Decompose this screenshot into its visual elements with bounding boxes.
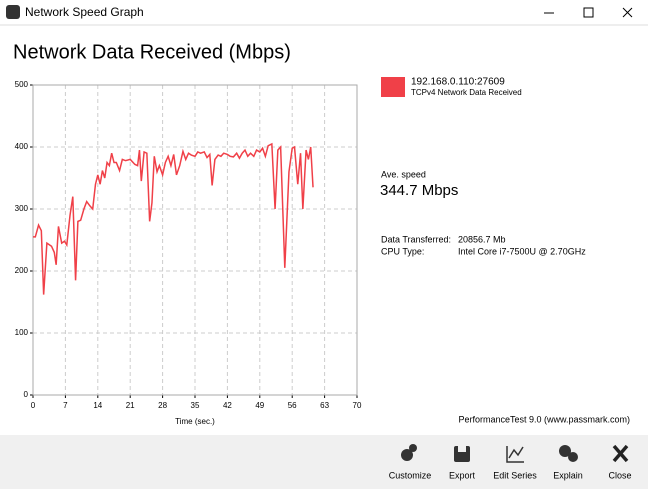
stat-value: Intel Core i7-7500U @ 2.70GHz — [458, 246, 586, 256]
y-tick-label: 400 — [15, 142, 29, 151]
x-tick-label: 35 — [191, 401, 200, 410]
y-tick-label: 0 — [24, 390, 29, 399]
close-window-button[interactable] — [622, 7, 633, 18]
avg-value: 344.7 Mbps — [380, 182, 458, 199]
x-tick-label: 49 — [255, 401, 264, 410]
x-axis-label: Time (sec.) — [175, 417, 215, 426]
avg-label: Ave. speed — [381, 169, 426, 179]
chart-title: Network Data Received (Mbps) — [13, 41, 291, 63]
legend-name: 192.168.0.110:27609 — [411, 77, 505, 88]
toolbar-button[interactable]: Explain — [553, 470, 583, 480]
x-tick-label: 56 — [288, 401, 297, 410]
x-tick-label: 42 — [223, 401, 232, 410]
x-tick-label: 14 — [93, 401, 102, 410]
x-tick-label: 63 — [320, 401, 329, 410]
y-tick-label: 500 — [15, 80, 29, 89]
legend-swatch — [381, 77, 405, 97]
explain-icon — [559, 445, 578, 462]
y-tick-label: 300 — [15, 204, 29, 213]
y-tick-label: 100 — [15, 328, 29, 337]
app-icon — [6, 5, 20, 19]
close-icon — [612, 444, 629, 463]
toolbar-button[interactable]: Customize — [389, 470, 432, 480]
edit-series-icon — [506, 446, 524, 463]
stat-value: 20856.7 Mb — [458, 234, 506, 244]
x-tick-label: 7 — [63, 401, 68, 410]
stat-label: CPU Type: — [381, 246, 424, 256]
y-tick-label: 200 — [15, 266, 29, 275]
x-tick-label: 0 — [31, 401, 36, 410]
data-line — [33, 142, 314, 295]
plot: 0 100 200 300 400 500 0 7 14 21 28 35 42 49 56 63 70 Time… — [15, 80, 362, 426]
legend-description: TCPv4 Network Data Received — [411, 88, 522, 97]
title-bar — [0, 0, 648, 25]
x-tick-label: 28 — [158, 401, 167, 410]
plot-frame — [32, 84, 358, 396]
toolbar-button[interactable]: Export — [449, 470, 476, 480]
window-title: Network Speed Graph — [25, 5, 144, 19]
maximize-button[interactable] — [583, 7, 594, 18]
x-tick-label: 70 — [353, 401, 362, 410]
customize-icon — [401, 444, 417, 461]
x-tick-label: 21 — [126, 401, 135, 410]
export-icon — [454, 446, 470, 462]
stat-label: Data Transferred: — [381, 234, 451, 244]
footer: PerformanceTest 9.0 (www.passmark.com) — [458, 414, 630, 424]
toolbar — [0, 435, 648, 489]
toolbar-button[interactable]: Edit Series — [493, 470, 537, 480]
toolbar-button[interactable]: Close — [608, 470, 631, 480]
